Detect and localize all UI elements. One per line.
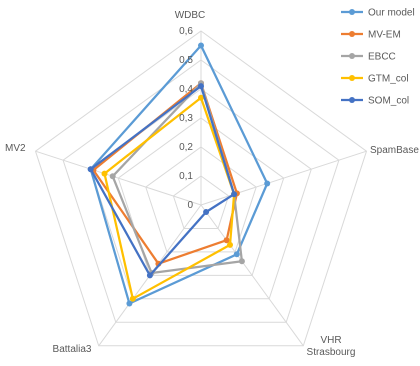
series-0-point-3 [126, 300, 133, 307]
series-4-point-1 [231, 191, 238, 198]
spoke-4 [35, 150, 202, 206]
series-3-point-0 [198, 94, 204, 101]
legend-item-2: EBCC [341, 52, 396, 63]
legend-label-2: EBCC [368, 52, 396, 63]
tick-label-3: 0,3 [179, 113, 193, 124]
legend-item-3: GTM_col [341, 74, 409, 85]
tick-label-6: 0,6 [179, 26, 193, 37]
category-label-3: Battalia3 [53, 344, 92, 355]
category-label-0: WDBC [175, 10, 206, 21]
radar-spokes [35, 31, 367, 347]
legend-swatch-marker-0 [349, 9, 355, 15]
series-3-point-3 [129, 295, 136, 302]
series-3-point-2 [227, 241, 233, 248]
series-4-point-2 [203, 209, 210, 215]
legend-item-1: MV-EM [341, 30, 401, 41]
tick-label-0: 0 [187, 200, 193, 211]
tick-label-1: 0,1 [179, 171, 193, 182]
category-label-2: VHR Strasbourg [307, 335, 356, 358]
legend: Our model MV-EM EBCC GTM_col SOM_col [341, 8, 415, 107]
series-line-0 [89, 44, 269, 305]
grid-ring-6 [34, 30, 368, 347]
spoke-2 [200, 204, 304, 347]
series-4-point-0 [198, 83, 204, 90]
legend-item-4: SOM_col [341, 96, 409, 107]
series-0-point-2 [233, 251, 240, 258]
radial-tick-labels: 0 0,1 0,2 0,3 0,4 0,5 0,6 [179, 26, 193, 211]
tick-label-2: 0,2 [179, 142, 193, 153]
series-line-4 [89, 84, 236, 277]
series-2-point-4 [109, 173, 116, 180]
radar-grid [34, 30, 368, 347]
legend-label-4: SOM_col [368, 96, 409, 107]
legend-swatch-marker-4 [349, 97, 355, 103]
series-4-point-4 [87, 166, 94, 173]
series-line-1 [92, 82, 239, 265]
legend-item-0: Our model [341, 8, 415, 19]
series-0 [87, 42, 271, 307]
grid-ring-1 [172, 175, 230, 229]
tick-label-4: 0,4 [179, 84, 193, 95]
series-4-point-3 [146, 272, 153, 279]
category-label-1: SpamBase [370, 145, 419, 156]
legend-label-3: GTM_col [368, 74, 409, 85]
grid-ring-2 [145, 146, 257, 253]
legend-swatch-marker-3 [349, 75, 355, 81]
legend-label-0: Our model [368, 8, 415, 19]
series-1-point-2 [223, 237, 230, 244]
series-4 [87, 83, 238, 279]
category-label-4: MV2 [5, 143, 26, 154]
grid-ring-3 [117, 117, 285, 276]
legend-swatch-marker-2 [349, 53, 355, 59]
tick-label-5: 0,5 [179, 55, 193, 66]
spoke-1 [200, 150, 367, 206]
legend-label-1: MV-EM [368, 30, 401, 41]
series-0-point-0 [198, 42, 204, 49]
series-0-point-1 [264, 180, 271, 187]
category-labels: WDBC SpamBase VHR Strasbourg Battalia3 MV2 [5, 10, 419, 358]
legend-swatch-marker-1 [349, 31, 355, 37]
grid-ring-5 [62, 59, 340, 323]
series-2-point-2 [238, 258, 245, 265]
series-3-point-4 [101, 170, 108, 177]
radar-series [87, 42, 271, 307]
